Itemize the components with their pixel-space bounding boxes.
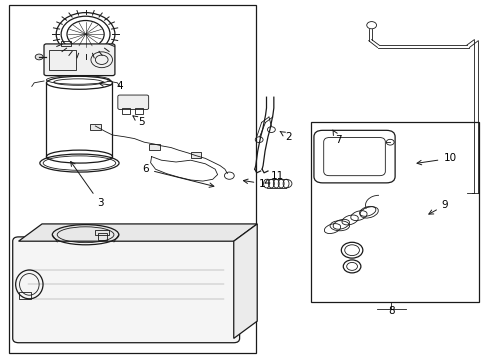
FancyBboxPatch shape [118, 95, 148, 109]
Text: 4: 4 [99, 81, 123, 91]
Bar [90, 124, 101, 130]
Text: 7: 7 [332, 130, 342, 145]
Bar [135, 108, 142, 114]
Bar [190, 152, 201, 158]
FancyBboxPatch shape [13, 237, 239, 343]
Bar [49, 50, 76, 70]
Polygon shape [233, 224, 257, 338]
Text: 6: 6 [142, 164, 213, 187]
Bar [122, 108, 129, 114]
Text: 1: 1 [243, 179, 265, 189]
Text: 9: 9 [428, 200, 447, 214]
Text: 8: 8 [387, 306, 394, 316]
Circle shape [35, 54, 43, 60]
Text: 10: 10 [416, 153, 455, 165]
Bar [98, 233, 106, 240]
Polygon shape [19, 224, 257, 241]
Text: 5: 5 [133, 116, 145, 127]
FancyBboxPatch shape [44, 44, 115, 76]
Bar [61, 41, 71, 46]
Bar [310, 122, 478, 302]
Text: 11: 11 [264, 171, 284, 183]
Text: 2: 2 [280, 131, 291, 142]
Bar [149, 144, 160, 150]
Bar [19, 292, 31, 299]
Bar [95, 230, 109, 235]
Bar [9, 5, 255, 353]
Text: 3: 3 [71, 162, 103, 208]
